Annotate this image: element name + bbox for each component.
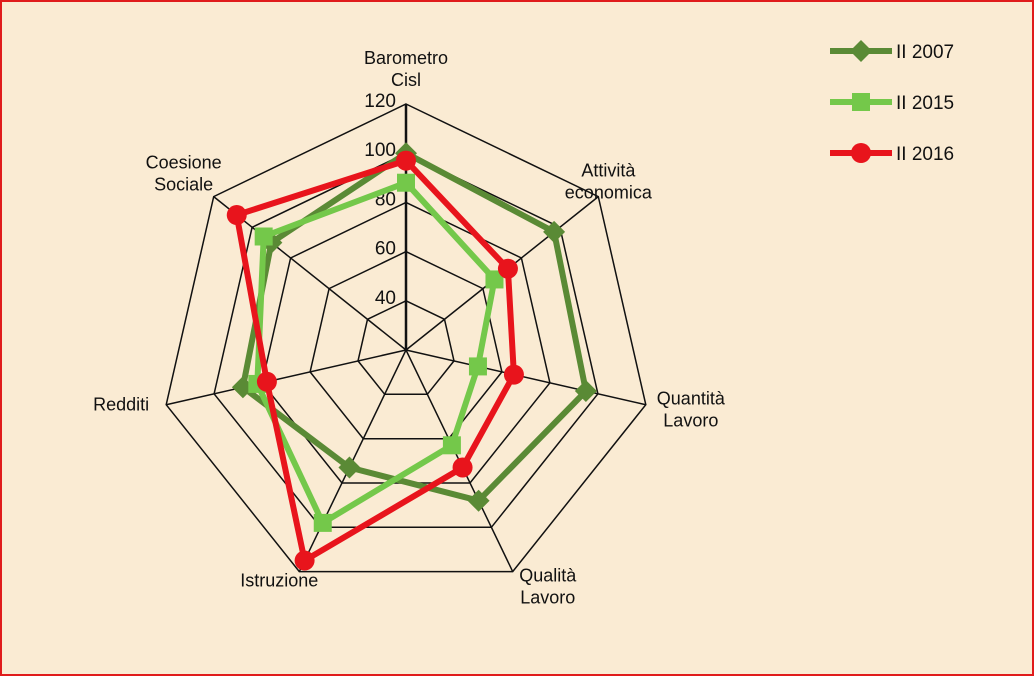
series-2-point-0 bbox=[396, 150, 416, 171]
tick-label-120: 120 bbox=[364, 91, 396, 112]
series-0-point-1 bbox=[543, 220, 566, 243]
axis-label-2: Quantità Lavoro bbox=[657, 389, 726, 431]
series-0-point-3 bbox=[467, 489, 490, 512]
grid-ring-60 bbox=[309, 250, 503, 440]
axis-label-1: Attività economica bbox=[565, 161, 653, 203]
axis-label-5: Redditi bbox=[93, 395, 149, 415]
series-2-point-6 bbox=[226, 205, 247, 226]
axis-label-4: Istruzione bbox=[240, 571, 318, 591]
tick-label-40: 40 bbox=[375, 288, 396, 309]
series-line-1 bbox=[254, 179, 498, 526]
series-2-point-5 bbox=[256, 371, 277, 392]
series-0-point-2 bbox=[574, 380, 597, 403]
spoke-6 bbox=[213, 196, 407, 351]
series-1-point-0 bbox=[397, 173, 415, 192]
series-2-point-3 bbox=[452, 457, 473, 478]
legend-marker-0 bbox=[850, 40, 872, 62]
series-1-point-2 bbox=[468, 357, 487, 376]
series-0-point-4 bbox=[338, 456, 361, 479]
series-line-2 bbox=[233, 157, 517, 564]
axis-label-3: Qualità Lavoro bbox=[519, 566, 577, 608]
legend-marker-1 bbox=[852, 93, 870, 111]
grid-ring-120 bbox=[165, 103, 647, 573]
legend-label-2: II 2016 bbox=[896, 144, 954, 165]
spoke-5 bbox=[166, 349, 407, 406]
axis-label-6: Coesione Sociale bbox=[146, 153, 222, 195]
spoke-2 bbox=[405, 349, 646, 406]
series-1-point-3 bbox=[442, 436, 461, 455]
series-1-point-6 bbox=[254, 227, 273, 246]
legend-label-1: II 2015 bbox=[896, 93, 954, 114]
axis-label-0: Barometro Cisl bbox=[364, 48, 448, 90]
series-line-0 bbox=[239, 150, 589, 504]
series-1-point-1 bbox=[485, 270, 504, 289]
series-2-point-4 bbox=[294, 550, 315, 571]
series-2-point-2 bbox=[503, 364, 524, 385]
tick-label-60: 60 bbox=[375, 239, 396, 260]
grid-ring-40 bbox=[357, 299, 455, 396]
legend-marker-2 bbox=[851, 143, 871, 163]
series-1-point-4 bbox=[313, 513, 332, 532]
legend-label-0: II 2007 bbox=[896, 42, 954, 63]
tick-label-100: 100 bbox=[364, 140, 396, 161]
series-2-point-1 bbox=[497, 258, 518, 279]
